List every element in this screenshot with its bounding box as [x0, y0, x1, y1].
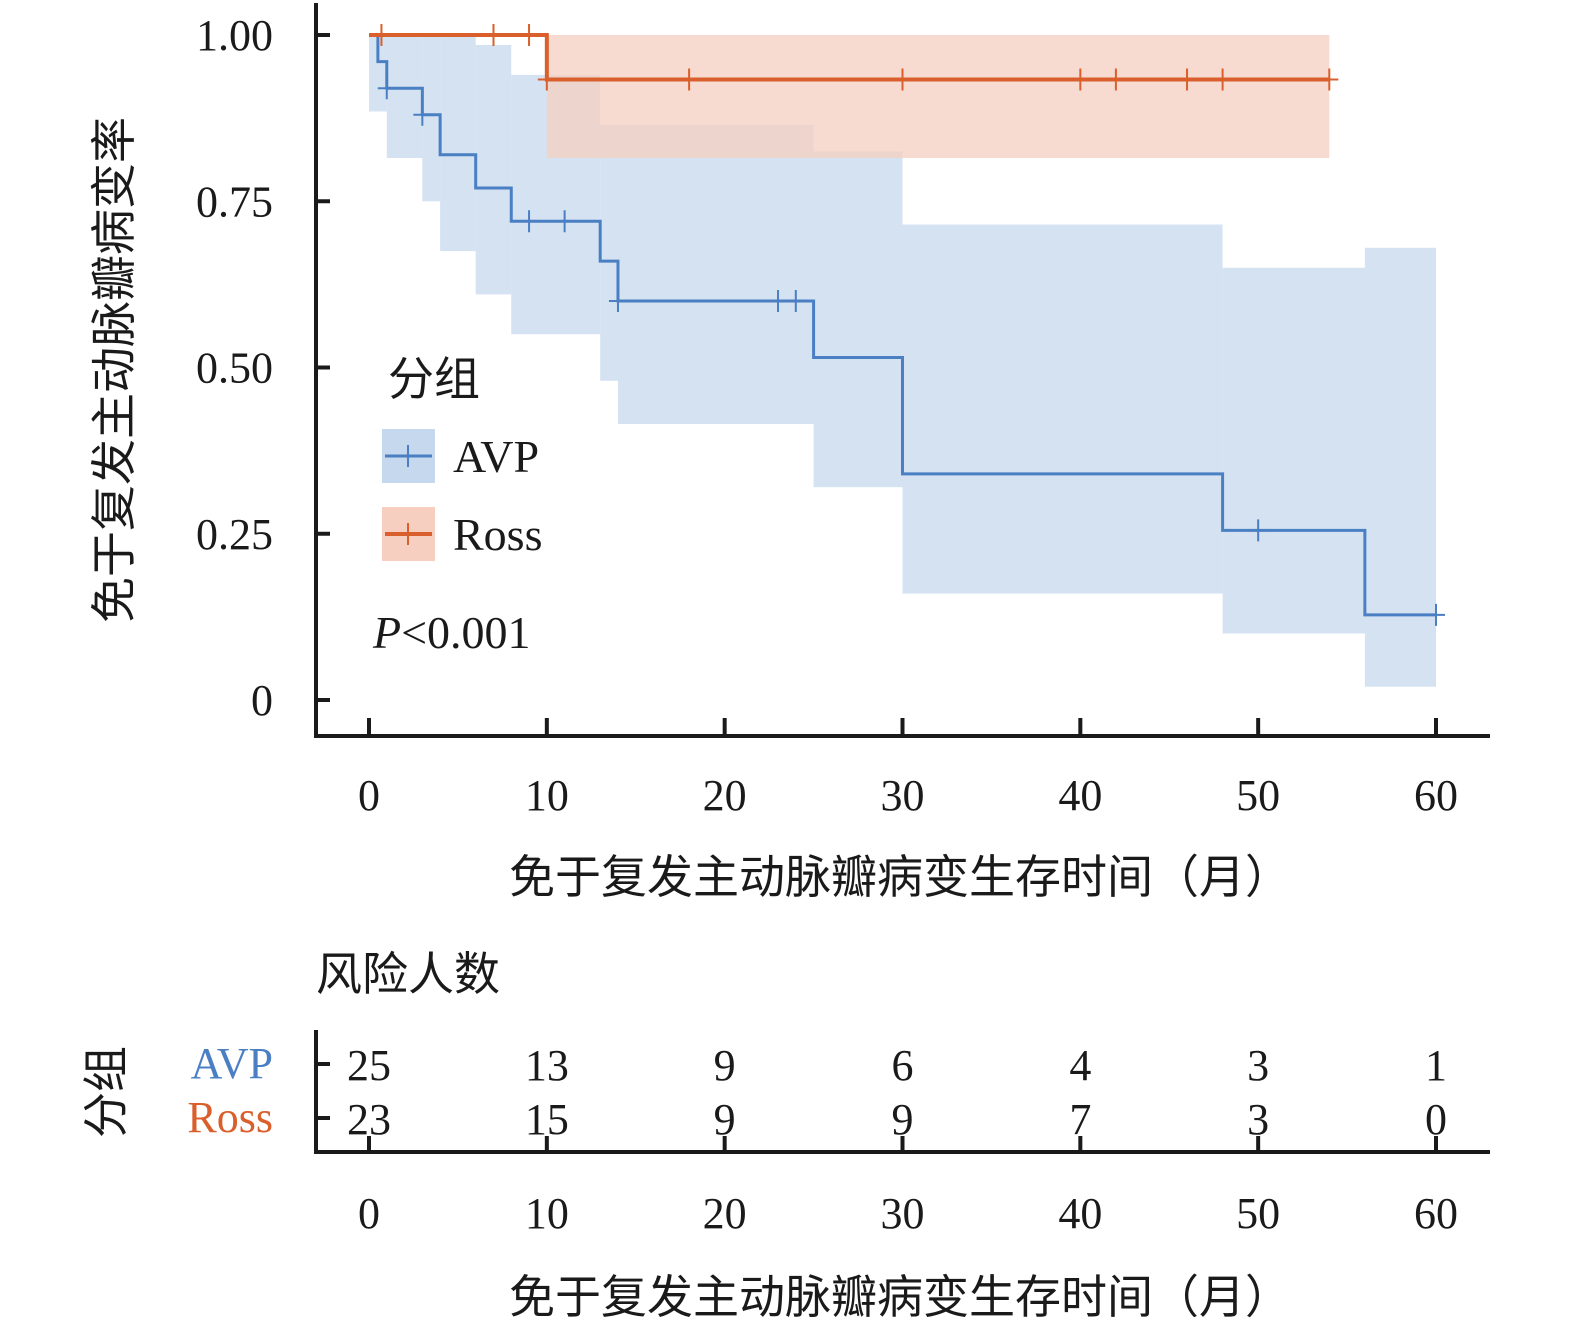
avp-censor-mark	[520, 210, 539, 233]
avp-risk-count: 13	[525, 1041, 569, 1090]
ross-risk-count: 0	[1425, 1095, 1447, 1144]
avp-risk-count: 1	[1425, 1041, 1447, 1090]
ross-censor-mark	[1178, 68, 1197, 91]
legend-items: AVP Ross	[382, 429, 542, 561]
x-tick-label: 50	[1236, 771, 1280, 820]
x-tick-label: 30	[881, 771, 925, 820]
risk-table-title: 风险人数	[316, 949, 500, 1000]
ross-censor-mark	[1106, 68, 1125, 91]
avp-censor-mark	[786, 290, 805, 312]
avp-censor-mark	[377, 77, 396, 100]
legend: 分组 AVP Ross	[382, 354, 542, 561]
risk-x-tick-label: 30	[881, 1189, 925, 1238]
ross-censor-mark	[893, 68, 912, 91]
avp-ci-band	[475, 44, 512, 295]
plot-axes: 0 0.25 0.50 0.75 1.00 0 10 20 30 40 50 60	[196, 3, 1490, 820]
ross-censor-mark	[537, 68, 556, 91]
avp-ci-band	[1364, 247, 1436, 687]
p-value-text: <0.001	[401, 607, 530, 658]
p-value-symbol: P	[372, 607, 401, 658]
p-value: P<0.001	[372, 607, 531, 658]
avp-ci-band	[386, 35, 423, 159]
avp-censor-mark	[555, 210, 574, 233]
confidence-bands	[369, 35, 1436, 687]
y-axis-title: 免于复发主动脉瓣病变率	[89, 117, 140, 623]
y-tick-label: 0	[251, 676, 273, 725]
ross-censor-mark	[1320, 68, 1339, 91]
ross-risk-count: 23	[347, 1095, 391, 1144]
ross-censor-mark	[1213, 68, 1232, 91]
x-tick-label: 60	[1414, 771, 1458, 820]
avp-ci-band	[902, 224, 1223, 594]
risk-table-x-axis-title: 免于复发主动脉瓣病变生存时间（月）	[509, 1272, 1291, 1323]
y-tick-label: 0.75	[196, 177, 273, 226]
y-tick-label: 0.50	[196, 344, 273, 393]
ross-censor-mark	[680, 68, 699, 91]
avp-ci-band	[617, 124, 814, 425]
ross-survival-line	[369, 33, 1330, 82]
avp-risk-count: 6	[892, 1041, 914, 1090]
avp-censor-mark	[1249, 519, 1268, 542]
avp-risk-count: 3	[1247, 1041, 1269, 1090]
avp-censor-mark	[413, 103, 432, 126]
risk-table-group-label: 分组	[81, 1046, 132, 1138]
risk-x-tick-label: 10	[525, 1189, 569, 1238]
avp-ci-band	[369, 35, 387, 112]
x-tick-label: 40	[1058, 771, 1102, 820]
avp-risk-count: 4	[1069, 1041, 1091, 1090]
avp-ci-band	[813, 151, 903, 488]
x-tick-label: 20	[703, 771, 747, 820]
avp-risk-count: 25	[347, 1041, 391, 1090]
avp-censor-mark	[769, 290, 788, 312]
avp-ci-band	[600, 124, 618, 381]
ross-censor-mark	[1071, 68, 1090, 91]
avp-censor-mark	[1427, 603, 1445, 626]
legend-title: 分组	[388, 354, 480, 405]
risk-x-tick-label: 60	[1414, 1189, 1458, 1238]
risk-x-tick-label: 50	[1236, 1189, 1280, 1238]
y-tick-label: 1.00	[196, 11, 273, 60]
avp-censor-mark	[608, 290, 627, 312]
x-tick-label: 10	[525, 771, 569, 820]
risk-x-tick-label: 40	[1058, 1189, 1102, 1238]
ross-risk-row-label: Ross	[187, 1093, 273, 1142]
avp-ci-band	[1222, 267, 1365, 634]
ross-censor-mark	[520, 24, 539, 46]
risk-x-tick-label: 0	[358, 1189, 380, 1238]
ross-risk-count: 9	[892, 1095, 914, 1144]
avp-ci-band	[422, 35, 441, 202]
avp-legend-label: AVP	[453, 431, 539, 482]
ross-censor-mark	[484, 24, 503, 46]
ross-censor-mark	[372, 24, 391, 46]
ross-risk-count: 9	[714, 1095, 736, 1144]
y-tick-label: 0.25	[196, 510, 273, 559]
ross-risk-count: 15	[525, 1095, 569, 1144]
survival-curves	[369, 24, 1445, 626]
x-tick-label: 0	[358, 771, 380, 820]
x-axis-title: 免于复发主动脉瓣病变生存时间（月）	[509, 852, 1291, 903]
ross-ci-band	[546, 35, 1330, 159]
avp-risk-row-label: AVP	[191, 1039, 273, 1088]
ross-risk-count: 3	[1247, 1095, 1269, 1144]
risk-x-tick-label: 20	[703, 1189, 747, 1238]
ross-risk-count: 7	[1069, 1095, 1091, 1144]
avp-ci-band	[440, 35, 476, 252]
ross-legend-label: Ross	[453, 509, 542, 560]
avp-risk-count: 9	[714, 1041, 736, 1090]
